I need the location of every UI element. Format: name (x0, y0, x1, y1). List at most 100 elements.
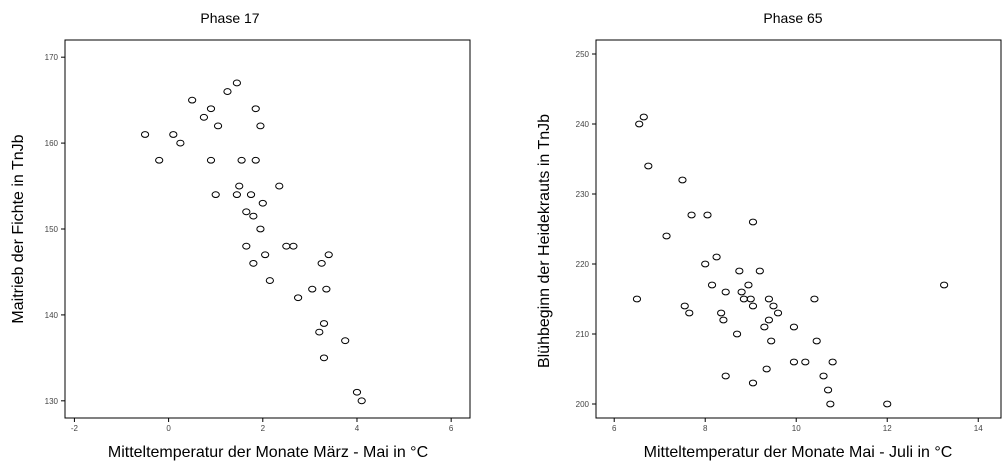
scatter-point (232, 191, 241, 199)
x-tick-label: 10 (792, 424, 801, 433)
chart-1: Phase 65 Mitteltemperatur der Monate Mai … (536, 10, 1002, 461)
scatter-point (317, 259, 326, 267)
scatter-point (246, 191, 256, 199)
scatter-point (256, 225, 265, 233)
scatter-point (319, 354, 329, 362)
scatter-point (721, 288, 730, 296)
scatter-point (662, 232, 671, 240)
plot-frame (64, 39, 471, 419)
scatter-point (685, 309, 694, 317)
y-tick-label: 160 (45, 139, 59, 148)
scatter-point (680, 302, 689, 310)
x-tick-label: 14 (974, 424, 983, 433)
scatter-point (755, 267, 764, 275)
scatter-point (322, 285, 331, 293)
scatter-point (739, 295, 748, 303)
scatter-point (764, 295, 774, 303)
scatter-point (237, 156, 246, 164)
scatter-point (828, 358, 837, 366)
scatter-point (764, 316, 774, 324)
scatter-point (155, 156, 164, 164)
scatter-point (232, 79, 241, 87)
scatter-point (211, 191, 220, 199)
x-tick-label: -2 (71, 424, 79, 433)
x-tick-label: 6 (449, 424, 454, 433)
y-tick-label: 140 (45, 311, 59, 320)
x-tick-label: 6 (612, 424, 617, 433)
scatter-point (760, 323, 769, 331)
scatter-point (644, 162, 653, 170)
y-tick-label: 200 (576, 400, 590, 409)
scatter-point (242, 208, 251, 216)
y-tick-label: 230 (576, 190, 590, 199)
scatter-point (773, 309, 783, 317)
chart-title: Phase 17 (200, 10, 259, 26)
scatter-point (707, 281, 717, 289)
scatter-point (767, 337, 776, 345)
chart-0: Phase 17 Mitteltemperatur der Monate März… (10, 10, 471, 461)
scatter-point (762, 365, 771, 373)
scatter-point (883, 400, 892, 408)
scatter-point (789, 358, 799, 366)
scatter-point (789, 323, 799, 331)
y-tick-label: 210 (576, 330, 590, 339)
scatter-point (251, 105, 260, 113)
scatter-point (223, 88, 232, 95)
scatter-point (256, 122, 265, 130)
scatter-point (242, 242, 251, 250)
scatter-point (188, 96, 197, 104)
scatter-point (732, 330, 742, 338)
scatter-point (721, 372, 730, 380)
scatter-point (308, 285, 317, 293)
y-tick-label: 220 (576, 260, 590, 269)
x-tick-label: 0 (166, 424, 171, 433)
chart-title: Phase 65 (763, 10, 822, 26)
scatter-point (769, 302, 778, 310)
scatter-point (324, 251, 333, 259)
x-tick-label: 4 (355, 424, 360, 433)
scatter-point (635, 120, 644, 128)
scatter-point (744, 281, 753, 289)
scatter-point (352, 388, 362, 396)
scatter-point (235, 182, 244, 190)
scatter-point (265, 277, 274, 284)
y-tick-label: 130 (45, 397, 59, 406)
x-tick-label: 12 (883, 424, 892, 433)
x-tick-label: 2 (261, 424, 266, 433)
scatter-point (748, 379, 758, 387)
scatter-point (823, 386, 833, 394)
scatter-point (719, 316, 728, 324)
scatter-point (206, 156, 216, 164)
scatter-point (801, 358, 810, 366)
x-axis-label: Mitteltemperatur der Monate Mai - Juli i… (644, 444, 953, 461)
scatter-point (737, 288, 746, 296)
scatter-point (717, 309, 726, 317)
scatter-point (249, 259, 258, 267)
scatter-point (199, 113, 209, 121)
plot-frame (595, 39, 1002, 419)
y-tick-label: 150 (45, 225, 59, 234)
scatter-point (632, 295, 642, 303)
y-axis-label: Maitrieb der Fichte in TnJb (10, 134, 27, 323)
scatter-point (712, 253, 721, 261)
scatter-point (341, 337, 350, 345)
x-tick-label: 8 (703, 424, 708, 433)
scatter-point (140, 131, 150, 138)
scatter-point (294, 294, 303, 302)
scatter-point (213, 122, 223, 130)
scatter-point (357, 397, 366, 405)
scatter-point (678, 176, 687, 184)
scatter-point (826, 400, 835, 408)
scatter-point (748, 302, 758, 310)
scatter-point (810, 295, 819, 303)
scatter-point (319, 320, 329, 327)
scatter-point (176, 139, 185, 147)
scatter-point (819, 372, 828, 380)
scatter-point (940, 281, 949, 289)
scatter-point (206, 105, 216, 113)
scatter-point (261, 251, 270, 259)
scatter-point (735, 267, 744, 275)
scatter-point (748, 218, 758, 226)
scatter-point (687, 211, 696, 219)
